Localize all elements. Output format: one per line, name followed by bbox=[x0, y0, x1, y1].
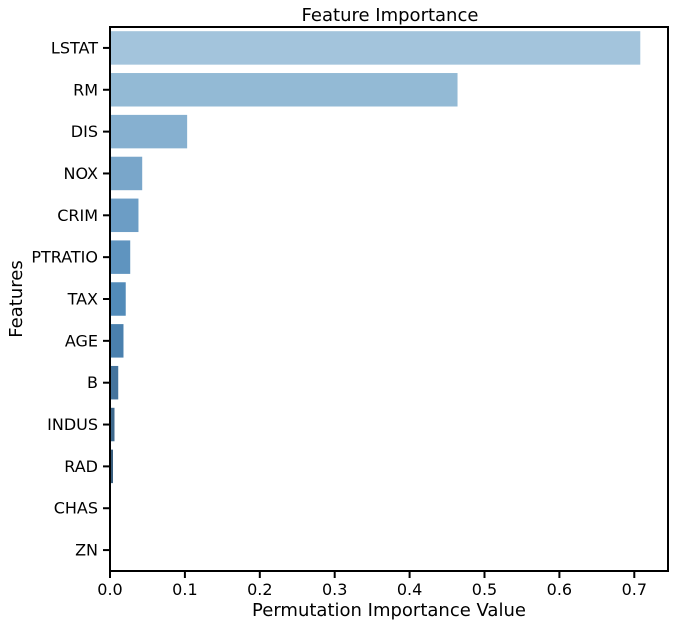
bar-age bbox=[110, 324, 124, 358]
x-axis-title: Permutation Importance Value bbox=[252, 600, 526, 621]
y-tick-label-rm: RM bbox=[73, 80, 98, 99]
plot-frame bbox=[109, 26, 669, 572]
y-tick-label-lstat: LSTAT bbox=[51, 38, 98, 57]
bar-crim bbox=[110, 198, 139, 233]
bars-group bbox=[110, 31, 641, 567]
bar-ptratio bbox=[110, 240, 131, 274]
x-axis-ticks: 0.0 0.1 0.2 0.3 0.4 0.5 0.6 0.7 bbox=[97, 571, 647, 599]
bar-dis bbox=[110, 114, 188, 149]
y-tick-label-rad: RAD bbox=[64, 457, 98, 476]
y-tick-label-dis: DIS bbox=[71, 122, 98, 141]
y-tick-label-chas: CHAS bbox=[54, 499, 98, 518]
bar-rm bbox=[110, 73, 458, 107]
y-tick-label-b: B bbox=[87, 373, 98, 392]
chart-title: Feature Importance bbox=[302, 5, 479, 26]
x-tick-label-4: 0.4 bbox=[397, 580, 422, 599]
x-tick-label-2: 0.2 bbox=[247, 580, 272, 599]
y-tick-label-tax: TAX bbox=[67, 290, 98, 309]
y-axis-title: Features bbox=[6, 260, 27, 337]
y-tick-label-nox: NOX bbox=[64, 164, 99, 183]
y-tick-label-indus: INDUS bbox=[47, 415, 98, 434]
bar-indus bbox=[110, 407, 115, 442]
bar-lstat bbox=[110, 31, 641, 65]
x-tick-label-0: 0.0 bbox=[97, 580, 122, 599]
x-tick-label-1: 0.1 bbox=[172, 580, 197, 599]
x-tick-label-3: 0.3 bbox=[322, 580, 347, 599]
bar-nox bbox=[110, 156, 143, 191]
x-tick-label-6: 0.6 bbox=[547, 580, 572, 599]
y-tick-label-crim: CRIM bbox=[57, 206, 98, 225]
bar-tax bbox=[110, 282, 126, 316]
y-axis-ticks: LSTAT RM DIS NOX CRIM PTRATIO TAX AGE B INDUS RAD C… bbox=[31, 38, 110, 560]
bar-b bbox=[110, 365, 119, 400]
x-tick-label-5: 0.5 bbox=[472, 580, 497, 599]
y-tick-label-ptratio: PTRATIO bbox=[31, 248, 98, 267]
y-tick-label-age: AGE bbox=[65, 331, 98, 350]
x-tick-label-7: 0.7 bbox=[622, 580, 647, 599]
bar-rad bbox=[110, 449, 113, 484]
y-tick-label-zn: ZN bbox=[75, 541, 98, 560]
